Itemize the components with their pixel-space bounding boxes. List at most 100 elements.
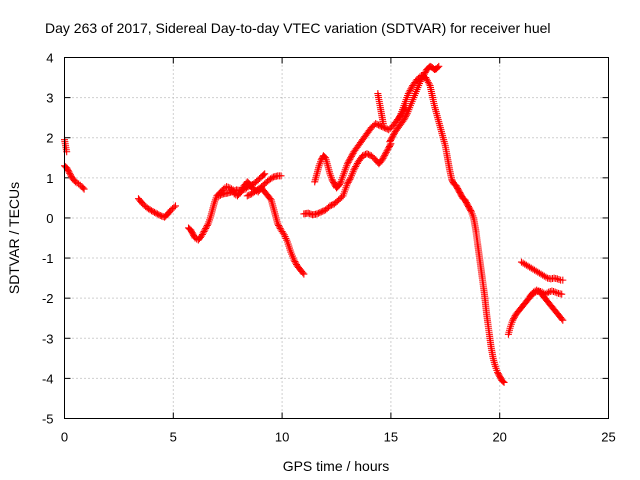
y-tick-label: 0: [46, 211, 53, 226]
y-tick-label: -2: [42, 291, 54, 306]
data-point: [148, 207, 156, 215]
data-point: [274, 220, 282, 228]
x-tick-label: 20: [492, 430, 506, 445]
data-point: [383, 125, 391, 133]
data-point: [199, 229, 207, 237]
data-point: [402, 111, 410, 119]
data-point: [238, 185, 246, 193]
data-series: [134, 195, 179, 221]
data-point: [375, 121, 383, 129]
data-point: [170, 203, 178, 211]
data-point: [202, 224, 210, 232]
data-point: [500, 378, 508, 386]
chart-title: Day 263 of 2017, Sidereal Day-to-day VTE…: [45, 20, 551, 36]
y-tick-label: 3: [46, 91, 53, 106]
data-point: [559, 276, 567, 284]
data-point: [405, 88, 413, 96]
data-point: [321, 153, 329, 161]
y-axis-label: SDTVAR / TECUs: [6, 182, 22, 294]
data-point: [400, 116, 408, 124]
data-point: [417, 72, 425, 80]
y-tick-label: -3: [42, 331, 54, 346]
data-point: [422, 74, 430, 82]
data-point: [292, 259, 300, 267]
data-point: [373, 120, 381, 128]
data-point: [216, 191, 224, 199]
data-point: [435, 62, 443, 70]
data-point: [542, 273, 550, 281]
data-point: [550, 288, 558, 296]
data-point: [80, 185, 88, 193]
data-point: [434, 64, 442, 72]
data-point: [423, 75, 431, 83]
data-point: [352, 163, 360, 171]
data-point: [347, 154, 355, 162]
data-point: [553, 275, 561, 283]
data-point: [423, 77, 431, 85]
data-point: [237, 188, 245, 196]
data-point: [510, 313, 518, 321]
data-point: [402, 113, 410, 121]
grid: [64, 57, 609, 419]
data-point: [389, 132, 397, 140]
data-point: [419, 72, 427, 80]
data-point: [346, 175, 354, 183]
data-point: [215, 192, 223, 200]
data-point: [79, 184, 87, 192]
data-point: [171, 202, 179, 210]
data-point: [548, 287, 556, 295]
data-point: [238, 186, 246, 194]
x-tick-label: 5: [170, 430, 177, 445]
data-point: [382, 148, 390, 156]
data-point: [65, 168, 73, 176]
data-points: [61, 62, 567, 386]
data-series: [300, 140, 395, 219]
x-tick-label: 10: [275, 430, 289, 445]
y-tick-label: 1: [46, 171, 53, 186]
data-point: [558, 315, 566, 323]
data-point: [509, 316, 517, 324]
data-point: [404, 90, 412, 98]
data-point: [543, 289, 551, 297]
x-axis-label: GPS time / hours: [283, 458, 390, 474]
data-point: [555, 276, 563, 284]
data-point: [380, 153, 388, 161]
data-point: [300, 270, 308, 278]
data-point: [313, 210, 321, 218]
data-point: [200, 227, 208, 235]
data-point: [246, 191, 254, 199]
data-point: [383, 147, 391, 155]
axis-ticks: 0 5 10 15 20 25 -5 -4 -3 -2 -1 0 1 2 3 4: [42, 51, 616, 445]
y-tick-label: 4: [46, 51, 53, 66]
data-point: [198, 232, 206, 240]
y-tick-label: -5: [42, 412, 54, 427]
data-point: [316, 209, 324, 217]
data-point: [558, 290, 566, 298]
data-point: [201, 226, 209, 234]
data-series: [374, 90, 387, 128]
data-point: [275, 221, 283, 229]
data-series: [243, 172, 285, 200]
data-series: [526, 286, 567, 324]
data-point: [348, 151, 356, 159]
y-tick-label: 2: [46, 131, 53, 146]
y-tick-label: -4: [42, 371, 54, 386]
data-point: [381, 151, 389, 159]
data-point: [378, 156, 386, 164]
data-point: [336, 179, 344, 187]
data-point: [66, 171, 74, 179]
data-point: [510, 315, 518, 323]
data-point: [424, 78, 432, 86]
data-point: [345, 157, 353, 165]
data-point: [353, 161, 361, 169]
data-point: [359, 152, 367, 160]
data-series: [61, 136, 71, 156]
data-series: [517, 258, 567, 284]
data-point: [245, 191, 253, 199]
data-point: [381, 150, 389, 158]
data-point: [326, 202, 334, 210]
data-point: [327, 201, 335, 209]
data-point: [343, 160, 351, 168]
data-point: [344, 158, 352, 166]
